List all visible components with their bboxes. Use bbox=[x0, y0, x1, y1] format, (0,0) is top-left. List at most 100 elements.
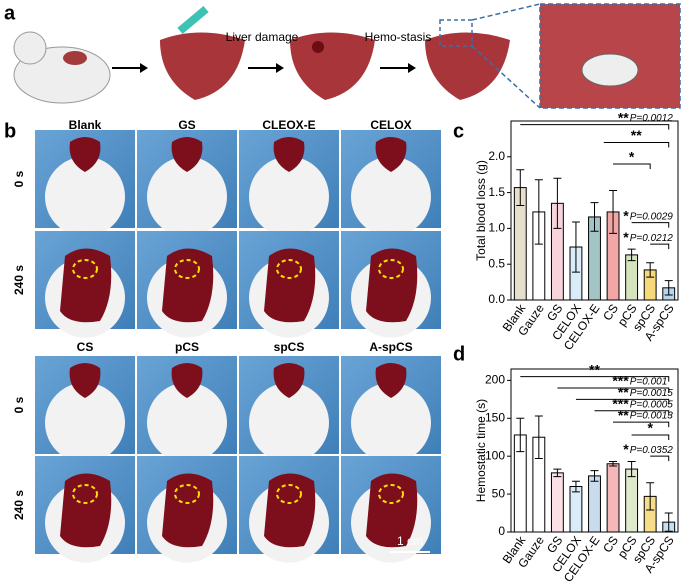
error-bar bbox=[664, 280, 673, 296]
y-tick-label: 1.5 bbox=[488, 185, 505, 199]
significance-bracket bbox=[520, 376, 670, 382]
p-value: P=0.0012 bbox=[630, 113, 674, 124]
photo-disc bbox=[45, 382, 125, 463]
photo-column-label: pCS bbox=[175, 340, 199, 354]
photo-liver bbox=[69, 363, 101, 398]
y-tick-label: 2.0 bbox=[488, 149, 505, 163]
significance-stars: *** bbox=[612, 395, 629, 411]
p-value: P=0.0029 bbox=[630, 211, 674, 222]
photo-grid bbox=[35, 130, 441, 563]
p-value: P=0.0212 bbox=[630, 233, 674, 244]
photo-liver bbox=[60, 248, 112, 323]
photo-liver bbox=[366, 473, 418, 548]
photo-liver bbox=[273, 137, 305, 172]
y-tick-label: 0.5 bbox=[488, 256, 505, 270]
photo-liver bbox=[264, 248, 316, 323]
significance-stars: *** bbox=[612, 373, 629, 389]
scheme bbox=[13, 3, 681, 109]
wound-outline bbox=[378, 259, 404, 279]
error-bar bbox=[571, 480, 580, 493]
p-value: P=0.001 bbox=[630, 377, 668, 388]
significance-bracket bbox=[631, 434, 670, 440]
photo-liver bbox=[366, 248, 418, 323]
y-axis-label: Total blood loss (g) bbox=[474, 160, 488, 261]
significance-bracket bbox=[613, 163, 651, 169]
y-tick-label: 150 bbox=[485, 410, 505, 424]
error-bar bbox=[553, 468, 562, 478]
wound-outline bbox=[174, 484, 200, 504]
photo-disc bbox=[351, 156, 431, 237]
error-bar bbox=[627, 248, 636, 262]
significance-bracket bbox=[594, 410, 670, 416]
y-tick-label: 0 bbox=[498, 524, 505, 538]
y-tick-label: 0.0 bbox=[488, 292, 505, 306]
panel-label: d bbox=[453, 343, 465, 365]
panel-label: a bbox=[4, 2, 16, 24]
bar bbox=[606, 463, 620, 533]
photo-column-label: CS bbox=[77, 340, 94, 354]
y-axis-label: Hemostatic time (s) bbox=[474, 399, 488, 502]
p-value: P=0.0352 bbox=[630, 445, 674, 456]
bar bbox=[625, 468, 639, 533]
wound-outline bbox=[72, 259, 98, 279]
significance-stars: ** bbox=[618, 109, 629, 125]
wound-outline bbox=[378, 484, 404, 504]
significance-stars: ** bbox=[589, 361, 600, 377]
significance-stars: * bbox=[623, 441, 629, 457]
significance-bracket bbox=[557, 387, 670, 393]
photo-column-label: CELOX bbox=[370, 118, 411, 132]
photo-disc bbox=[351, 382, 431, 463]
error-bar bbox=[590, 202, 599, 232]
error-bar bbox=[609, 460, 618, 467]
photo-column-label: A-spCS bbox=[369, 340, 412, 354]
photo-liver bbox=[273, 363, 305, 398]
photo-column-label: GS bbox=[178, 118, 195, 132]
photo-liver bbox=[171, 363, 203, 398]
photo-disc bbox=[249, 156, 329, 237]
error-bar bbox=[646, 482, 655, 511]
y-tick-label: 200 bbox=[485, 373, 505, 387]
photo-column-label: spCS bbox=[274, 340, 305, 354]
significance-stars: * bbox=[623, 207, 629, 223]
p-value: P=0.0013 bbox=[630, 411, 674, 422]
photo-row-label: 240 s bbox=[12, 265, 26, 295]
photo-liver bbox=[162, 248, 214, 323]
photo-row-label: 240 s bbox=[12, 490, 26, 520]
wound-outline bbox=[174, 259, 200, 279]
significance-bracket bbox=[631, 222, 670, 228]
significance-bracket bbox=[603, 141, 670, 148]
significance-bracket bbox=[575, 398, 670, 405]
photo-liver bbox=[69, 137, 101, 172]
error-bar bbox=[534, 179, 543, 245]
bar bbox=[625, 254, 639, 301]
significance-stars: ** bbox=[618, 407, 629, 423]
photo-row-label: 0 s bbox=[12, 170, 26, 187]
significance-stars: ** bbox=[618, 384, 629, 400]
panel-label: c bbox=[453, 120, 464, 142]
scale-label: 1 cm bbox=[397, 534, 423, 548]
photo-disc bbox=[249, 382, 329, 463]
significance-bracket bbox=[650, 455, 670, 462]
error-bar bbox=[609, 189, 618, 234]
scheme-step: Liver damage bbox=[226, 30, 299, 44]
wound-outline bbox=[276, 259, 302, 279]
bar bbox=[569, 486, 583, 533]
p-value: P=0.0015 bbox=[630, 388, 674, 399]
y-tick-label: 100 bbox=[485, 448, 505, 462]
error-bar bbox=[590, 470, 599, 482]
error-bar bbox=[534, 415, 543, 459]
significance-bracket bbox=[650, 243, 670, 250]
significance-bracket bbox=[613, 421, 670, 428]
significance-stars: ** bbox=[631, 127, 642, 143]
wound-outline bbox=[72, 484, 98, 504]
p-value: P=0.0005 bbox=[630, 399, 674, 410]
wound-outline bbox=[276, 484, 302, 504]
error-bar bbox=[646, 262, 655, 278]
significance-stars: * bbox=[647, 420, 653, 436]
y-tick-label: 1.0 bbox=[488, 221, 505, 235]
photo-liver bbox=[375, 363, 407, 398]
photo-disc bbox=[45, 156, 125, 237]
error-bar bbox=[516, 169, 525, 206]
photo-liver bbox=[375, 137, 407, 172]
